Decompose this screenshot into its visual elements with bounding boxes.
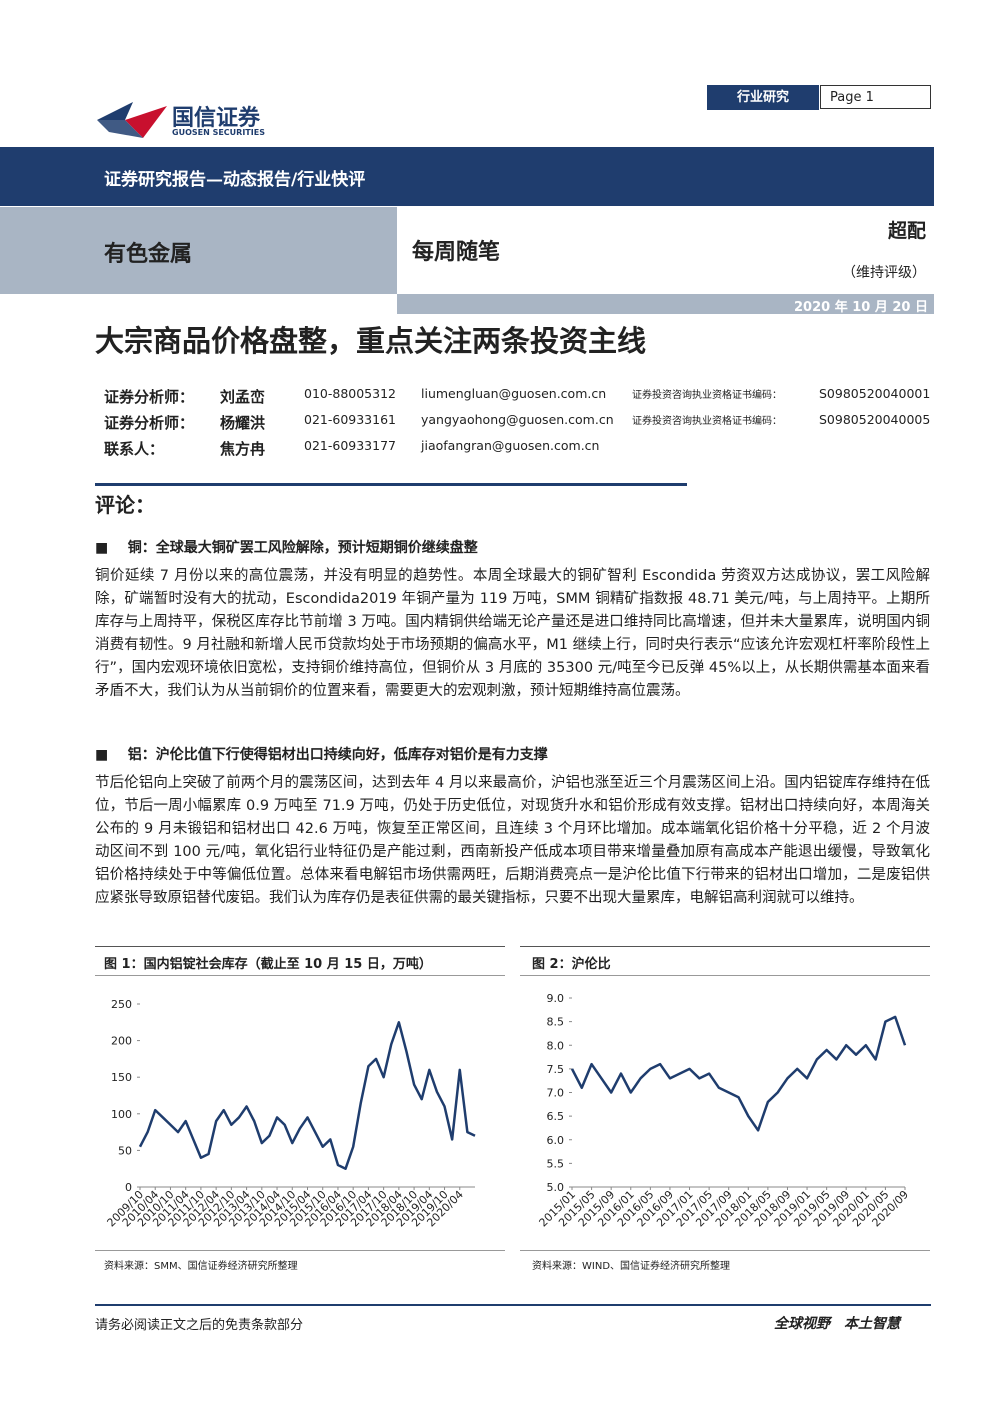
fig-rule <box>520 975 930 976</box>
chart: 0501001502002502009/102010/042010/102011… <box>105 998 476 1229</box>
rating-note: （维持评级） <box>842 265 926 281</box>
fig-rule <box>520 946 930 947</box>
rating: 超配 <box>887 220 926 242</box>
banner-bg <box>0 147 934 206</box>
date: 2020 年 10 月 20 日 <box>794 300 928 315</box>
column: 每周随笔 <box>412 239 501 265</box>
paragraph: 节后伦铝向上突破了前两个月的震荡区间，达到去年 4 月以来最高价，沪铝也涨至近三… <box>95 775 930 906</box>
heading-text: 铝：沪伦比值下行使得铝材出口持续向好，低库存对铝价是有力支撑 <box>127 747 548 763</box>
data-line <box>570 1015 907 1132</box>
y-tick-label: 8.0 <box>547 1039 565 1052</box>
y-tick-label: 250 <box>111 998 132 1011</box>
analyst-cell: S0980520040001 <box>819 386 931 401</box>
analyst-cell: 杨耀洪 <box>220 414 266 432</box>
analyst-cell: 证券分析师： <box>104 388 195 406</box>
source: 资料来源：SMM、国信证券经济研究所整理 <box>104 1261 298 1272</box>
analyst-cell: jiaofangran@guosen.com.cn <box>421 438 600 453</box>
y-tick-label: 6.5 <box>547 1110 565 1123</box>
analyst-cell: 证券投资咨询执业资格证书编码： <box>632 416 782 427</box>
analyst-cell: liumengluan@guosen.com.cn <box>421 386 607 401</box>
disclaimer: 请务必阅读正文之后的免责条款部分 <box>95 1318 304 1333</box>
comment-heading: 评论： <box>95 493 155 517</box>
y-tick-label: 7.5 <box>547 1063 565 1076</box>
analyst-cell: 刘孟峦 <box>220 388 266 406</box>
y-tick-label: 6.0 <box>547 1134 565 1147</box>
y-tick-label: 5.0 <box>547 1181 565 1194</box>
page-box: Page 1 <box>820 85 931 109</box>
source: 资料来源：WIND、国信证券经济研究所整理 <box>532 1261 731 1272</box>
fig-rule <box>95 946 505 947</box>
y-tick-label: 50 <box>118 1144 132 1157</box>
sector: 有色金属 <box>104 241 193 267</box>
heading-text: 铜：全球最大铜矿罢工风险解除，预计短期铜价继续盘整 <box>127 540 478 556</box>
footer-rule <box>95 1304 931 1306</box>
analyst-cell: 021-60933177 <box>304 438 396 453</box>
analyst-cell: 证券投资咨询执业资格证书编码： <box>632 390 782 401</box>
analyst-cell: 010-88005312 <box>304 386 396 401</box>
y-tick-label: 0 <box>125 1181 132 1194</box>
analyst-cell: 021-60933161 <box>304 412 396 427</box>
logo-cn: 国信证券 <box>172 106 261 131</box>
section-heading: ■ 铜：全球最大铜矿罢工风险解除，预计短期铜价继续盘整 <box>95 540 478 556</box>
analyst-cell: S0980520040005 <box>819 412 931 427</box>
analyst-cell: yangyaohong@guosen.com.cn <box>421 412 614 427</box>
y-tick-label: 5.5 <box>547 1157 565 1170</box>
fig-rule <box>95 1250 505 1251</box>
analyst-cell: 联系人： <box>104 440 165 458</box>
analyst-cell: 证券分析师： <box>104 414 195 432</box>
title: 大宗商品价格盘整，重点关注两条投资主线 <box>95 324 647 358</box>
logo-mark <box>97 102 167 138</box>
logo-en: GUOSEN SECURITIES <box>172 128 265 137</box>
banner: 证券研究报告—动态报告/行业快评 <box>104 170 366 190</box>
fig-rule <box>95 975 505 976</box>
sector-bg <box>0 207 397 294</box>
chart: 5.05.56.06.57.07.58.08.59.02015/012015/0… <box>537 992 912 1229</box>
date-bg <box>397 294 934 314</box>
y-tick-label: 7.0 <box>547 1087 565 1100</box>
data-line <box>138 1021 476 1170</box>
figure-caption: 图 1：国内铝锭社会库存（截止至 10 月 15 日，万吨） <box>104 957 432 972</box>
rule <box>95 483 687 486</box>
page-number: 1 <box>865 90 874 105</box>
y-tick-label: 8.5 <box>547 1016 565 1029</box>
page-label: Page <box>830 90 862 105</box>
analyst-cell: 焦方冉 <box>220 440 266 458</box>
fig-rule <box>520 1250 930 1251</box>
y-tick-label: 9.0 <box>547 992 565 1005</box>
y-tick-label: 200 <box>111 1035 132 1048</box>
y-tick-label: 100 <box>111 1108 132 1121</box>
paragraph: 铜价延续 7 月份以来的高位震荡，并没有明显的趋势性。本周全球最大的铜矿智利 E… <box>95 568 930 699</box>
section-heading: ■ 铝：沪伦比值下行使得铝材出口持续向好，低库存对铝价是有力支撑 <box>95 747 548 763</box>
slogan: 全球视野 本土智慧 <box>774 1316 900 1332</box>
figure-caption: 图 2：沪伦比 <box>532 957 611 972</box>
y-tick-label: 150 <box>111 1071 132 1084</box>
tag: 行业研究 <box>707 85 819 110</box>
